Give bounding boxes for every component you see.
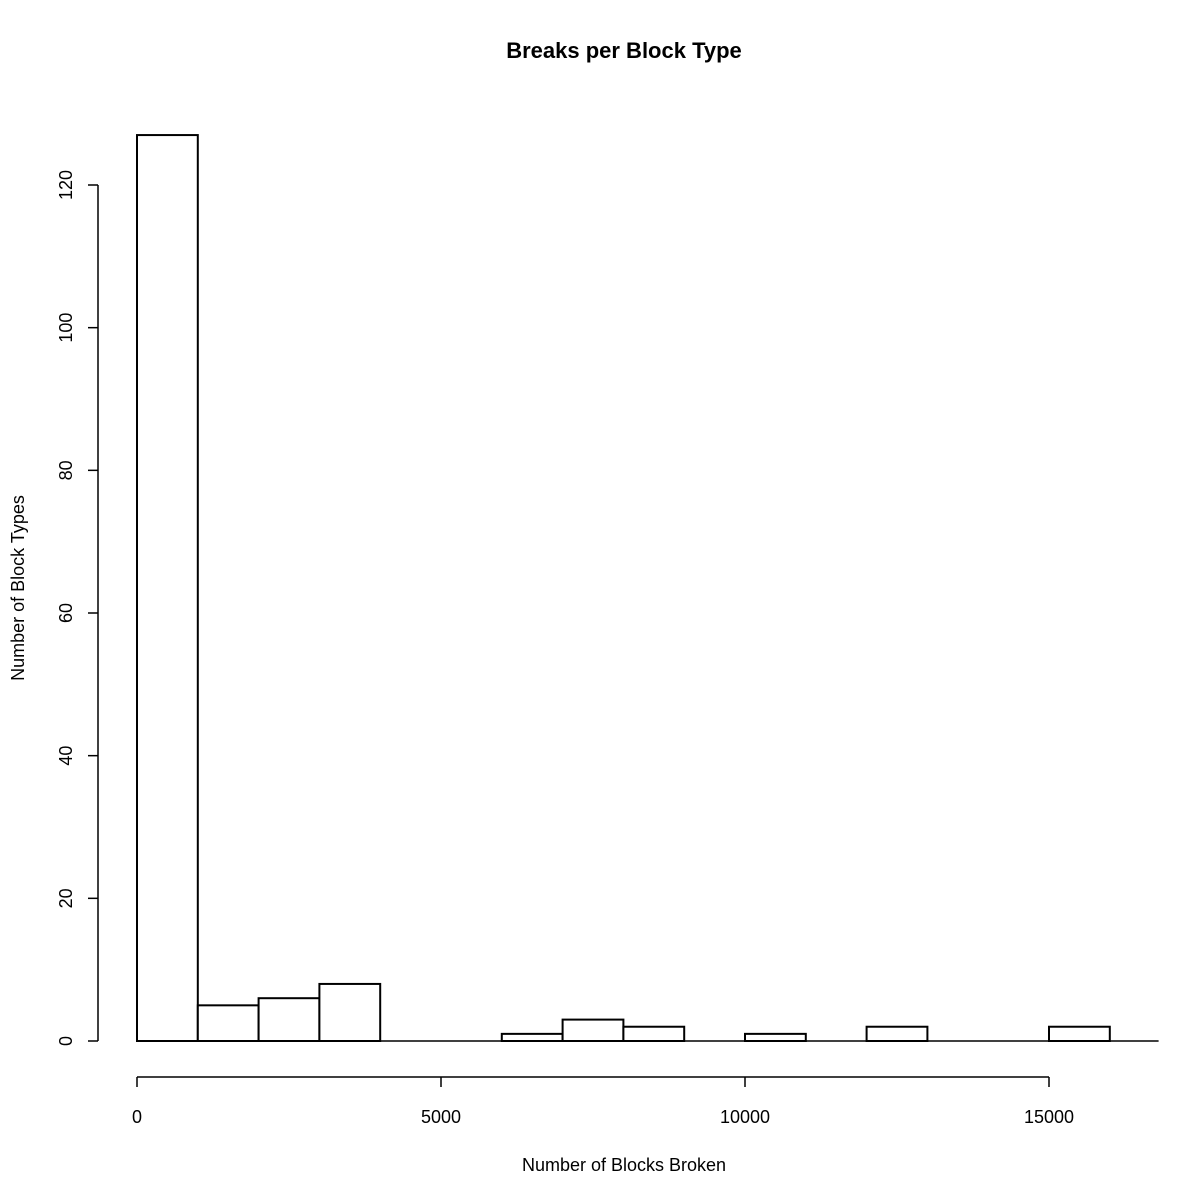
histogram-bar bbox=[136, 134, 199, 1043]
x-axis: 0 5000 10000 15000 bbox=[132, 1076, 1074, 1127]
histogram-bar bbox=[196, 1004, 260, 1042]
y-tick-label: 80 bbox=[56, 460, 76, 480]
y-tick-label: 100 bbox=[56, 313, 76, 343]
chart-title: Breaks per Block Type bbox=[506, 38, 742, 63]
histogram-bar bbox=[257, 997, 321, 1043]
y-axis: 0 20 40 60 80 100 120 bbox=[56, 170, 99, 1046]
histogram-bar bbox=[318, 982, 382, 1043]
x-tick-label: 0 bbox=[132, 1107, 142, 1127]
histogram-bar bbox=[744, 1032, 807, 1043]
y-tick-label: 20 bbox=[56, 888, 76, 908]
histogram-bar bbox=[561, 1018, 625, 1042]
y-tick-label: 0 bbox=[56, 1036, 76, 1046]
histogram-bar bbox=[500, 1032, 564, 1043]
y-tick-label: 40 bbox=[56, 746, 76, 766]
y-tick-label: 60 bbox=[56, 603, 76, 623]
x-tick-label: 15000 bbox=[1024, 1107, 1074, 1127]
x-tick-label: 10000 bbox=[720, 1107, 770, 1127]
y-axis-label: Number of Block Types bbox=[8, 495, 28, 681]
y-tick-label: 120 bbox=[56, 170, 76, 200]
histogram-bar bbox=[1048, 1025, 1111, 1042]
histogram-bar bbox=[865, 1025, 929, 1042]
x-tick-label: 5000 bbox=[421, 1107, 461, 1127]
x-axis-label: Number of Blocks Broken bbox=[522, 1155, 726, 1175]
histogram-bar bbox=[622, 1025, 686, 1042]
histogram-bars bbox=[136, 134, 1159, 1043]
